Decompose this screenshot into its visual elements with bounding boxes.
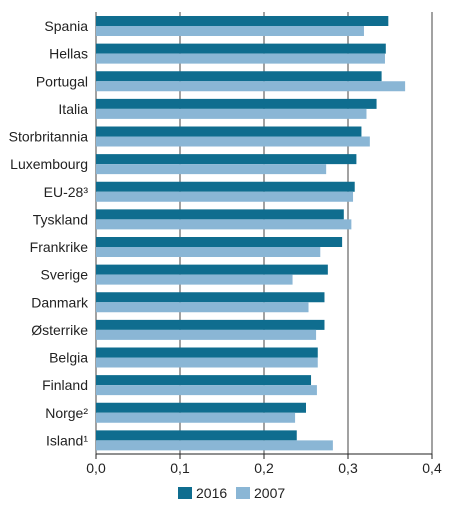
category-label: Belgia — [49, 350, 88, 366]
bar-2016-11 — [96, 319, 325, 330]
category-label: Norge² — [45, 405, 88, 421]
category-label: Portugal — [36, 73, 88, 89]
category-label: Finland — [42, 377, 88, 393]
bar-2016-12 — [96, 347, 318, 358]
x-tick-label: 0,1 — [170, 460, 190, 476]
bar-2007-6 — [96, 191, 354, 202]
category-label: Spania — [44, 18, 88, 34]
bar-2016-2 — [96, 71, 382, 82]
bar-2007-13 — [96, 385, 317, 396]
bar-2016-6 — [96, 181, 355, 192]
bar-2016-1 — [96, 43, 386, 54]
bar-2007-10 — [96, 302, 309, 313]
legend-swatch-2007 — [236, 487, 250, 499]
category-labels: Spania Hellas Portugal Italia Storbritannia L… — [9, 18, 89, 448]
category-label: Sverige — [41, 267, 89, 283]
bar-2016-7 — [96, 209, 344, 220]
bar-2007-7 — [96, 219, 352, 230]
bar-2016-10 — [96, 292, 325, 303]
category-label: Storbritannia — [9, 129, 89, 145]
legend-label-2007: 2007 — [254, 485, 285, 501]
bar-2016-0 — [96, 16, 389, 26]
category-label: Tyskland — [33, 211, 88, 227]
bar-2016-4 — [96, 126, 362, 137]
x-tick-label: 0,0 — [86, 460, 106, 476]
bar-2007-12 — [96, 357, 318, 368]
bar-2007-1 — [96, 53, 385, 64]
bar-2016-3 — [96, 98, 377, 109]
category-label: Italia — [58, 101, 88, 117]
bar-2007-8 — [96, 247, 321, 257]
category-label: Østerrike — [31, 322, 88, 338]
bar-2016-5 — [96, 154, 357, 165]
x-tick-label: 0,4 — [422, 460, 442, 476]
legend-label-2016: 2016 — [196, 485, 227, 501]
bar-2016-14 — [96, 402, 306, 413]
bar-2007-14 — [96, 412, 296, 423]
bar-2007-2 — [96, 81, 406, 92]
bar-2007-9 — [96, 274, 293, 285]
category-label: Danmark — [31, 294, 89, 310]
bar-2007-11 — [96, 329, 317, 340]
legend: 2016 2007 — [178, 485, 285, 501]
bar-2016-13 — [96, 375, 312, 386]
bar-2016-15 — [96, 430, 297, 441]
bars — [96, 16, 406, 451]
x-tick-label: 0,2 — [254, 460, 274, 476]
bar-2007-3 — [96, 108, 367, 119]
bar-2007-5 — [96, 164, 327, 175]
legend-swatch-2016 — [178, 487, 192, 499]
bar-2007-4 — [96, 136, 370, 147]
bar-2007-0 — [96, 26, 364, 36]
category-label: EU-28³ — [44, 184, 89, 200]
x-tick-labels: 0,0 0,1 0,2 0,3 0,4 — [86, 454, 442, 476]
category-label: Hellas — [49, 46, 88, 62]
category-label: Frankrike — [30, 239, 89, 255]
category-label: Island¹ — [46, 432, 88, 448]
bar-2007-15 — [96, 440, 333, 451]
bar-2016-8 — [96, 237, 343, 247]
category-label: Luxembourg — [10, 156, 88, 172]
bar-2016-9 — [96, 264, 328, 275]
x-tick-label: 0,3 — [338, 460, 358, 476]
